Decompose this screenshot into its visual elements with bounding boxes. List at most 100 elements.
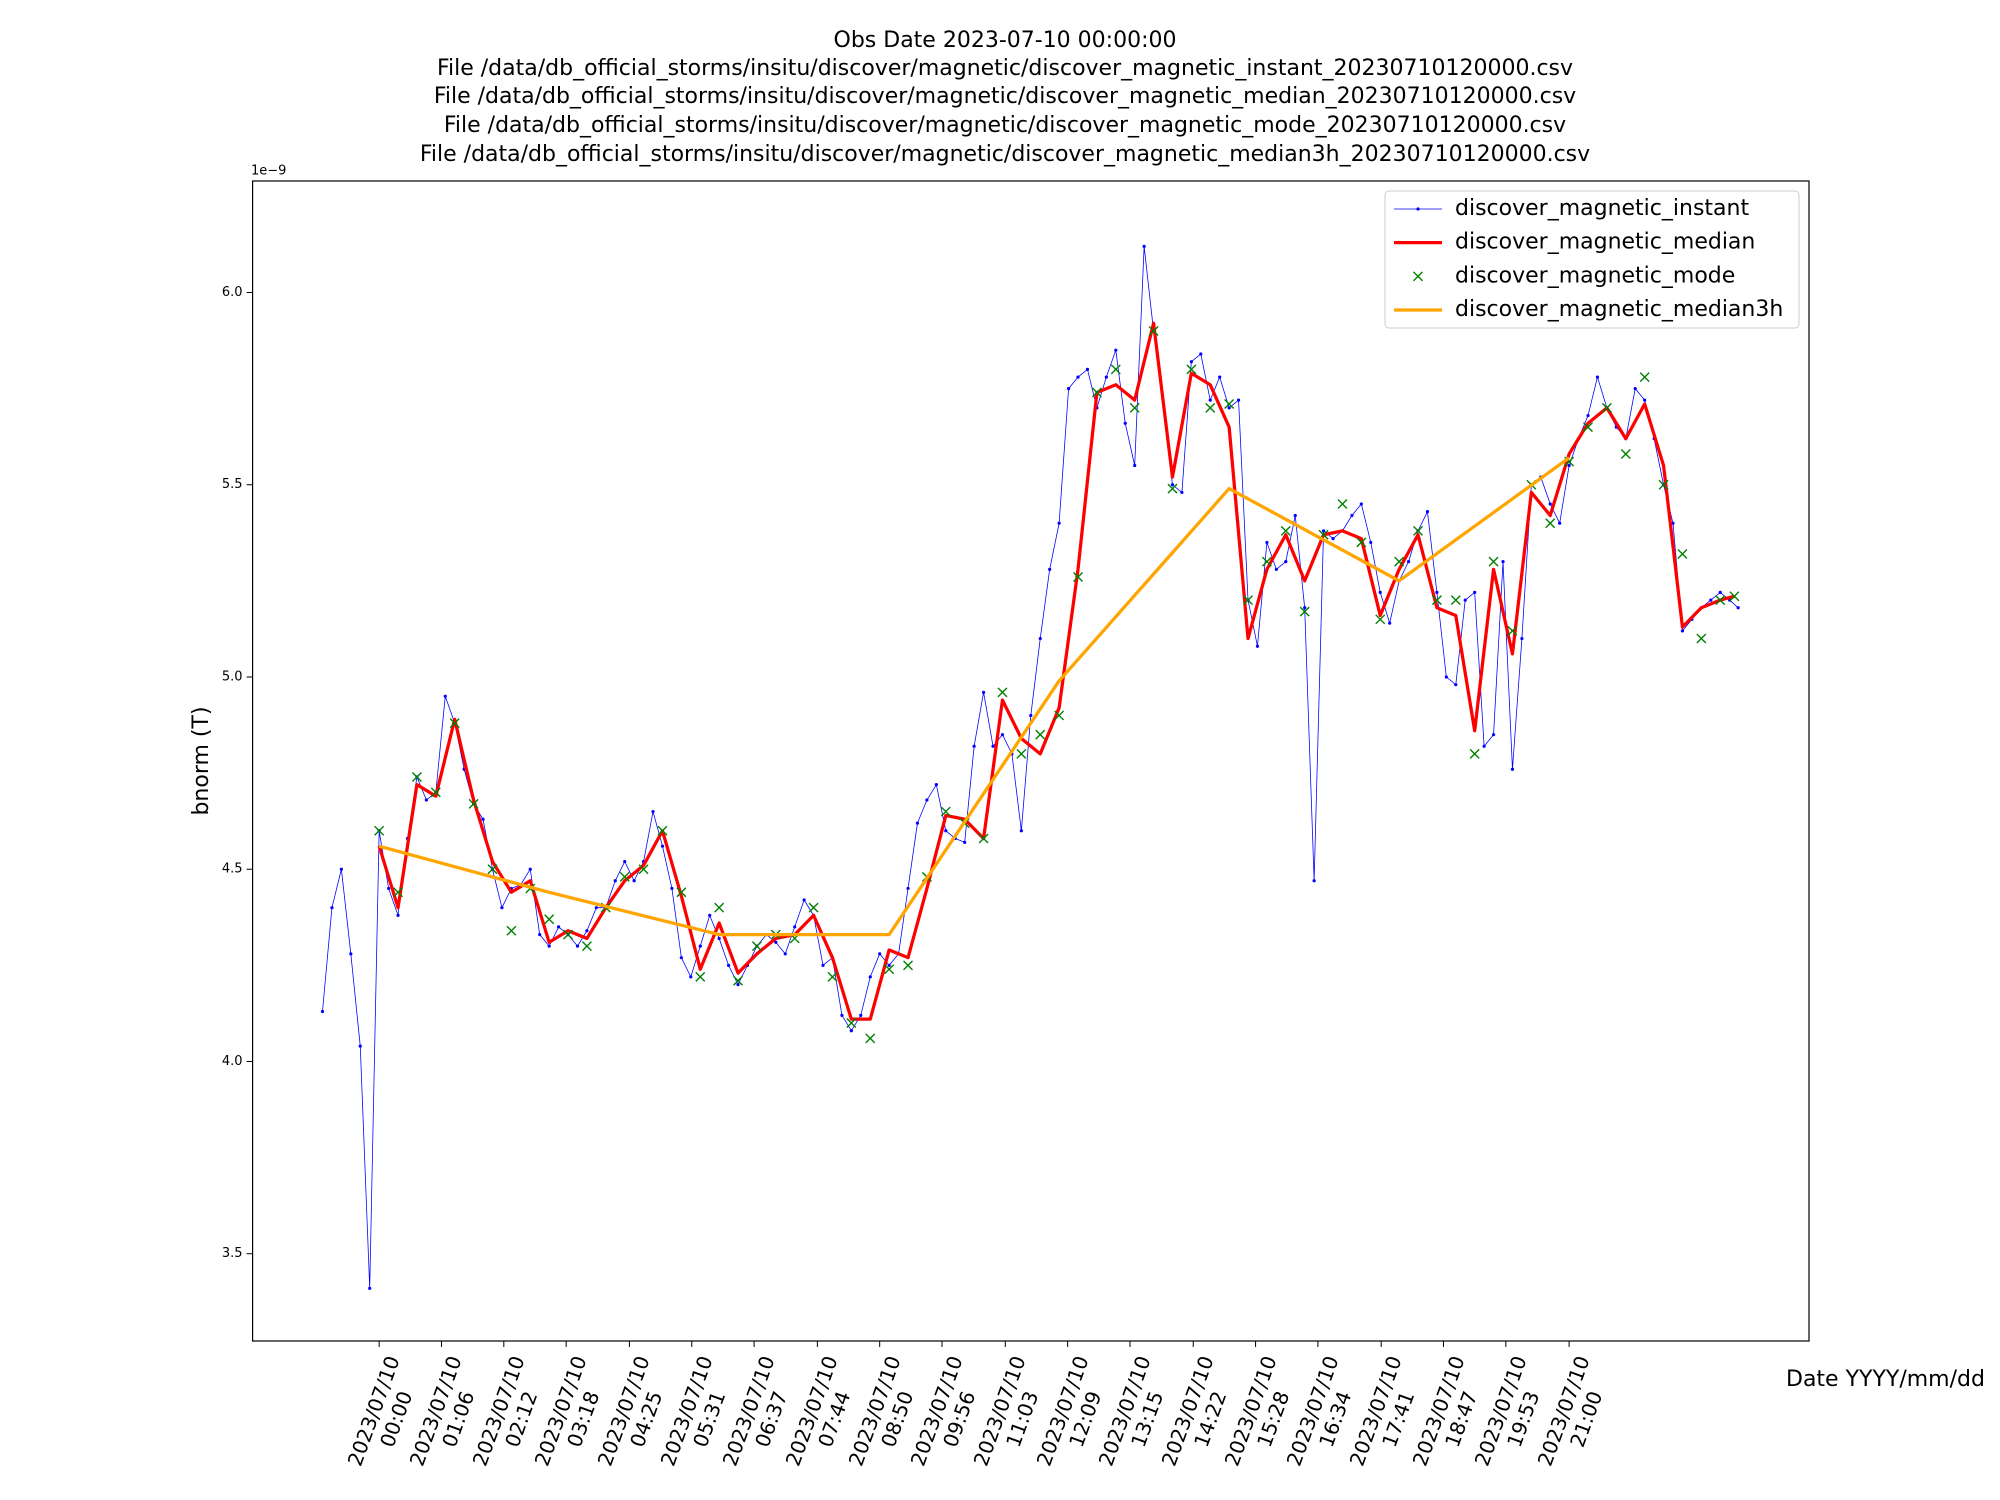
- x-marker: [676, 887, 687, 898]
- x-marker: [1375, 614, 1386, 625]
- x-marker: [1110, 364, 1121, 375]
- point-marker: [1425, 510, 1430, 514]
- point-marker: [500, 906, 504, 910]
- point-marker: [1114, 348, 1118, 352]
- legend-marker: [1416, 207, 1420, 211]
- legend-label: discover_magnetic_mode: [1455, 263, 1735, 288]
- x-marker: [1299, 606, 1310, 617]
- point-marker: [1208, 398, 1212, 402]
- x-axis-label: Date YYYY/mm/dd: [1786, 1367, 1985, 1392]
- point-marker: [613, 879, 617, 883]
- chart-title: Obs Date 2023-07-10 00:00:00: [834, 28, 1177, 53]
- point-marker: [963, 840, 967, 844]
- series-line: [322, 245, 1739, 1289]
- x-marker: [468, 798, 479, 809]
- x-marker: [1413, 525, 1424, 536]
- point-marker: [1265, 540, 1269, 545]
- point-marker: [585, 929, 589, 933]
- legend-label: discover_magnetic_instant: [1455, 196, 1749, 221]
- point-marker: [1293, 513, 1297, 518]
- x-marker: [940, 806, 951, 817]
- series-line: [377, 321, 1735, 1021]
- point-marker: [981, 690, 986, 694]
- point-marker: [1000, 733, 1005, 737]
- point-marker: [1284, 560, 1288, 564]
- x-marker: [1729, 591, 1740, 602]
- point-marker: [906, 886, 910, 891]
- x-marker: [1507, 625, 1518, 636]
- point-marker: [1388, 621, 1392, 625]
- point-marker: [1633, 387, 1637, 391]
- point-marker: [1104, 375, 1108, 379]
- point-marker: [547, 944, 551, 948]
- x-marker: [733, 975, 744, 986]
- point-marker: [528, 867, 532, 871]
- point-marker: [1199, 352, 1203, 356]
- chart-title: File /data/db_official_storms/insitu/dis…: [437, 56, 1573, 81]
- x-marker: [827, 971, 838, 982]
- x-marker: [1677, 548, 1688, 559]
- point-marker: [651, 809, 655, 814]
- x-marker: [884, 964, 895, 975]
- point-marker: [726, 963, 731, 967]
- point-marker: [868, 975, 872, 979]
- point-marker: [320, 1009, 325, 1014]
- point-marker: [1133, 463, 1137, 468]
- x-marker: [714, 902, 725, 913]
- point-marker: [1444, 675, 1448, 679]
- point-marker: [802, 898, 806, 902]
- y-tick-label: 5.0: [222, 669, 243, 684]
- point-marker: [1359, 502, 1363, 506]
- y-tick-label: 6.0: [222, 285, 243, 300]
- x-marker: [563, 929, 574, 940]
- point-marker: [1709, 598, 1713, 602]
- point-marker: [821, 963, 825, 967]
- chart-title: File /data/db_official_storms/insitu/dis…: [420, 142, 1590, 167]
- point-marker: [944, 829, 948, 833]
- point-marker: [1643, 398, 1647, 402]
- x-marker: [1356, 537, 1367, 548]
- point-marker: [575, 944, 580, 948]
- x-marker: [1261, 556, 1272, 567]
- x-marker: [997, 687, 1008, 698]
- point-marker: [1558, 521, 1562, 525]
- x-marker: [393, 887, 404, 898]
- x-marker: [1583, 422, 1594, 433]
- point-marker: [339, 867, 343, 871]
- x-marker: [1488, 556, 1499, 567]
- point-marker: [783, 952, 787, 956]
- x-marker: [1337, 498, 1348, 509]
- x-marker: [865, 1033, 876, 1044]
- x-marker: [1658, 479, 1669, 490]
- y-tick-label: 4.5: [222, 862, 243, 877]
- x-marker: [1394, 556, 1405, 567]
- x-marker: [1639, 372, 1650, 383]
- point-marker: [915, 821, 920, 825]
- point-marker: [991, 744, 995, 748]
- point-marker: [849, 1029, 853, 1033]
- point-marker: [386, 886, 391, 891]
- x-marker: [846, 1018, 857, 1029]
- x-marker: [374, 825, 385, 836]
- point-marker: [1085, 367, 1090, 371]
- x-marker: [1091, 387, 1102, 398]
- point-marker: [1255, 644, 1260, 648]
- point-marker: [1236, 398, 1241, 402]
- point-marker: [1567, 463, 1571, 468]
- x-marker: [1280, 525, 1291, 536]
- point-marker: [1303, 606, 1307, 610]
- chart-title: File /data/db_official_storms/insitu/dis…: [444, 113, 1566, 138]
- x-marker: [1545, 518, 1556, 529]
- x-marker: [1148, 325, 1159, 336]
- legend-label: discover_magnetic_median3h: [1455, 297, 1783, 322]
- x-marker: [1243, 595, 1254, 606]
- x-marker: [1186, 364, 1197, 375]
- x-marker: [1450, 595, 1461, 606]
- x-marker: [1035, 729, 1046, 740]
- point-marker: [1378, 590, 1382, 595]
- point-marker: [698, 944, 702, 948]
- point-marker: [1218, 375, 1222, 379]
- x-marker: [808, 902, 819, 913]
- x-marker: [449, 718, 460, 729]
